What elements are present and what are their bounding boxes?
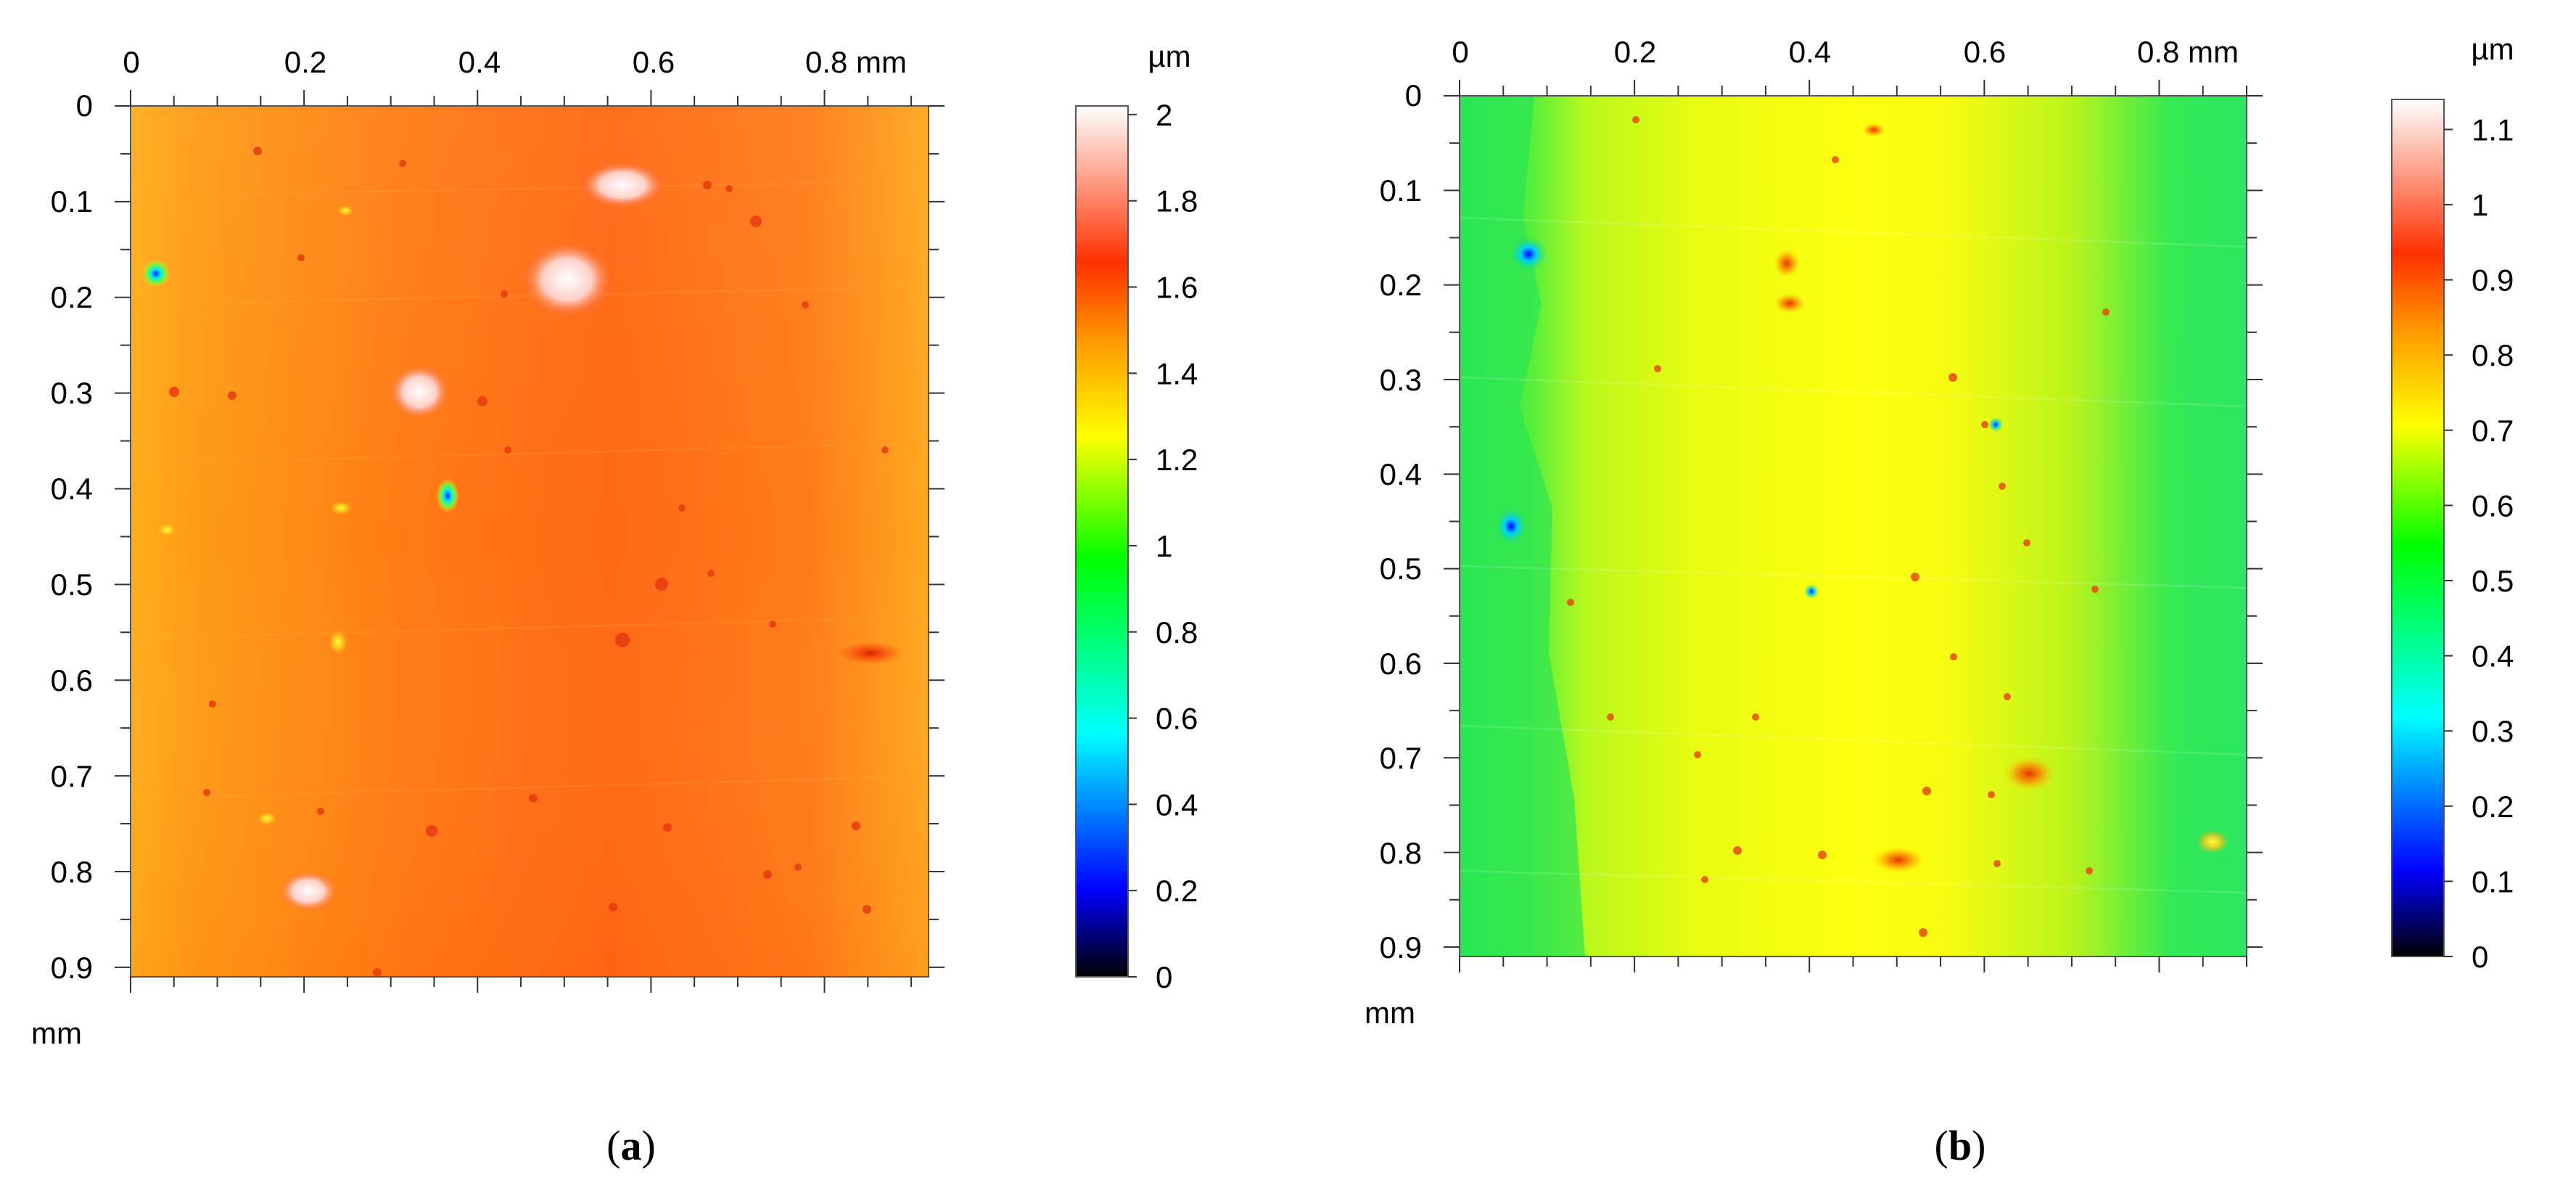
y-tick-label: 0.9 — [1380, 930, 1422, 964]
colorbar-a: µm 0 0.2 0.4 0.6 0.8 1 1.2 1.4 1.6 1.8 2 — [1075, 39, 1198, 994]
y-tick-label: 0.7 — [1380, 741, 1422, 775]
y-tick-label: 0.9 — [51, 951, 93, 985]
x-tick-label: 0 — [1452, 35, 1468, 69]
peak-feature — [838, 642, 903, 665]
pit-feature — [337, 205, 354, 216]
pit-feature — [1510, 237, 1547, 271]
x-tick-label: 0.6 — [1964, 35, 2006, 69]
colorbar-tick-label: 0.2 — [1156, 874, 1198, 908]
colorbar-tick-label: 0.6 — [1156, 702, 1198, 736]
colorbar-tick-label: 1.8 — [1156, 184, 1198, 218]
y-tick-label: 0.2 — [1380, 268, 1422, 302]
colorbar-tick-label: 0.5 — [2472, 564, 2514, 598]
y-tick-label: 0.1 — [51, 184, 93, 218]
peak-feature — [279, 871, 337, 912]
pit-feature — [141, 259, 170, 288]
x-axis-b: 0 0.2 0.4 0.6 0.8 mm — [1452, 35, 2239, 69]
x-tick-label: 0.2 — [284, 45, 326, 79]
y-axis-b: 0 0.1 0.2 0.3 0.4 0.5 0.6 0.7 0.8 0.9 mm — [1365, 78, 1422, 1030]
x-tick-label: 0.6 — [633, 45, 675, 79]
panel-label-b: (b) — [1935, 1122, 1986, 1169]
x-tick-label: 0.8 mm — [2137, 35, 2239, 69]
peak-feature — [522, 242, 612, 317]
y-tick-label: 0.2 — [51, 280, 93, 314]
peak-feature — [1872, 847, 1925, 873]
colorbar-tick-label: 2 — [1156, 98, 1172, 132]
y-tick-label: 0.1 — [1380, 173, 1422, 208]
x-axis-a: 0 0.2 0.4 0.6 0.8 mm — [123, 45, 907, 79]
y-tick-label: 0.7 — [51, 759, 93, 793]
peak-feature — [1774, 293, 1806, 314]
pit-feature — [257, 811, 277, 826]
colorbar-tick-label: 0.3 — [2472, 714, 2514, 748]
y-tick-label: 0.6 — [51, 663, 93, 697]
panel-b: 0 0.2 0.4 0.6 0.8 mm 0 0.1 0.2 0.3 0.4 0… — [1365, 32, 2514, 1169]
panel-a: 0 0.2 0.4 0.6 0.8 mm 0 0.1 0.2 0.3 0.4 0… — [31, 39, 1198, 1169]
colorbar-tick-label: 1.1 — [2472, 112, 2514, 147]
colorbar-ticks-a: 0 0.2 0.4 0.6 0.8 1 1.2 1.4 1.6 1.8 2 — [1128, 98, 1198, 994]
x-tick-label: 0.2 — [1614, 35, 1656, 69]
colorbar-b: µm 0 0.1 0.2 0.3 0.4 0.5 0.6 0.7 0.8 0.9 1 1.1 — [2391, 32, 2514, 974]
colorbar-tick-label: 0.2 — [2472, 790, 2514, 824]
y-tick-label: 0.8 — [51, 855, 93, 889]
colorbar-tick-label: 1 — [2472, 188, 2488, 222]
colorbar-tick-label: 0.8 — [1156, 615, 1198, 650]
colorbar-tick-label: 0.4 — [1156, 787, 1198, 822]
y-tick-label: 0.4 — [51, 472, 93, 506]
peak-feature — [389, 364, 450, 419]
y-tick-label: 0.4 — [1380, 457, 1422, 491]
x-tick-label: 0.8 mm — [805, 45, 907, 79]
colorbar-unit: µm — [1148, 39, 1190, 73]
colorbar-gradient — [1075, 105, 1129, 978]
x-tick-label: 0 — [123, 45, 139, 79]
y-tick-label: 0.3 — [1380, 363, 1422, 397]
y-tick-label: 0.5 — [1380, 552, 1422, 586]
y-tick-label: 0.5 — [51, 568, 93, 602]
colorbar-tick-label: 1.6 — [1156, 271, 1198, 305]
colorbar-tick-label: 1 — [1156, 529, 1172, 563]
pit-feature — [436, 478, 459, 513]
y-tick-label: 0.6 — [1380, 647, 1422, 681]
colorbar-tick-label: 0.6 — [2472, 488, 2514, 523]
colorbar-tick-label: 1.4 — [1156, 356, 1198, 390]
colorbar-tick-label: 0 — [1156, 960, 1172, 994]
pit-feature — [157, 523, 177, 537]
peak-feature — [2197, 830, 2229, 853]
colorbar-tick-label: 0.9 — [2472, 263, 2514, 298]
y-tick-label: 0 — [76, 89, 93, 123]
y-tick-label: 0.3 — [51, 376, 93, 410]
colorbar-ticks-b: 0 0.1 0.2 0.3 0.4 0.5 0.6 0.7 0.8 0.9 1 1.1 — [2444, 112, 2514, 974]
pit-feature — [1495, 507, 1527, 545]
peak-feature — [2003, 756, 2055, 791]
colorbar-tick-label: 1.2 — [1156, 443, 1198, 477]
x-tick-label: 0.4 — [458, 45, 501, 79]
peak-feature — [1862, 123, 1885, 137]
colorbar-tick-label: 0.7 — [2472, 414, 2514, 448]
y-tick-label: 0 — [1405, 78, 1422, 112]
y-tick-label: 0.8 — [1380, 836, 1422, 870]
y-axis-a: 0 0.1 0.2 0.3 0.4 0.5 0.6 0.7 0.8 0.9 mm — [31, 89, 93, 1050]
peak-feature — [580, 162, 664, 208]
panel-label-a: (a) — [606, 1122, 656, 1169]
pit-feature — [328, 629, 348, 655]
colorbar-tick-label: 0 — [2472, 940, 2488, 974]
y-axis-unit: mm — [1365, 996, 1415, 1030]
pit-feature — [329, 501, 353, 515]
pit-feature — [1804, 584, 1819, 599]
plot-frame-a — [130, 105, 929, 978]
colorbar-unit: µm — [2471, 32, 2514, 66]
axis-ticks-a — [115, 90, 945, 993]
peak-feature — [1774, 249, 1800, 278]
colorbar-gradient — [2391, 99, 2445, 957]
pit-feature — [1988, 417, 2003, 432]
surface-map-a — [130, 106, 929, 977]
colorbar-tick-label: 0.1 — [2472, 864, 2514, 898]
colorbar-tick-label: 0.8 — [2472, 338, 2514, 372]
axis-ticks-b — [1444, 80, 2263, 972]
colorbar-tick-label: 0.4 — [2472, 639, 2514, 673]
y-axis-unit: mm — [31, 1016, 82, 1050]
surface-map-b — [1459, 96, 2247, 956]
x-tick-label: 0.4 — [1789, 35, 1831, 69]
